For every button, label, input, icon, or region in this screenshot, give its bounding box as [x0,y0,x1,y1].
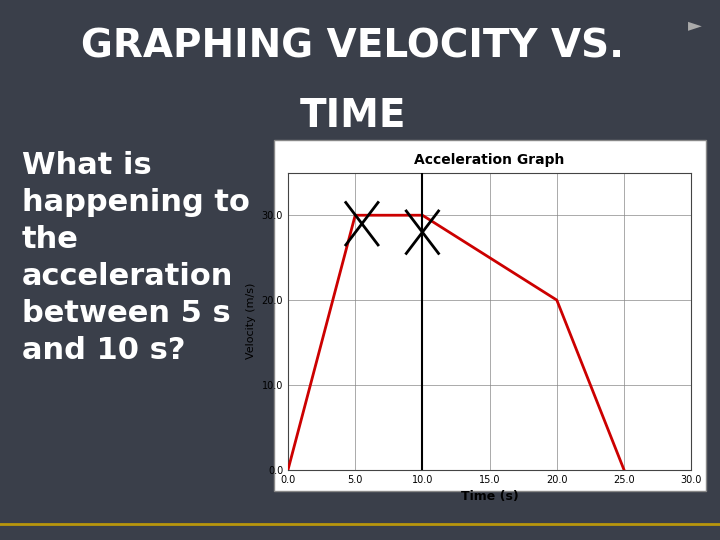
Text: ►: ► [688,16,702,34]
Text: What is
happening to
the
acceleration
between 5 s
and 10 s?: What is happening to the acceleration be… [22,151,249,366]
Y-axis label: Velocity (m/s): Velocity (m/s) [246,283,256,360]
X-axis label: Time (s): Time (s) [461,490,518,503]
Text: TIME: TIME [300,97,406,135]
Text: GRAPHING VELOCITY VS.: GRAPHING VELOCITY VS. [81,27,624,65]
Title: Acceleration Graph: Acceleration Graph [415,153,564,167]
